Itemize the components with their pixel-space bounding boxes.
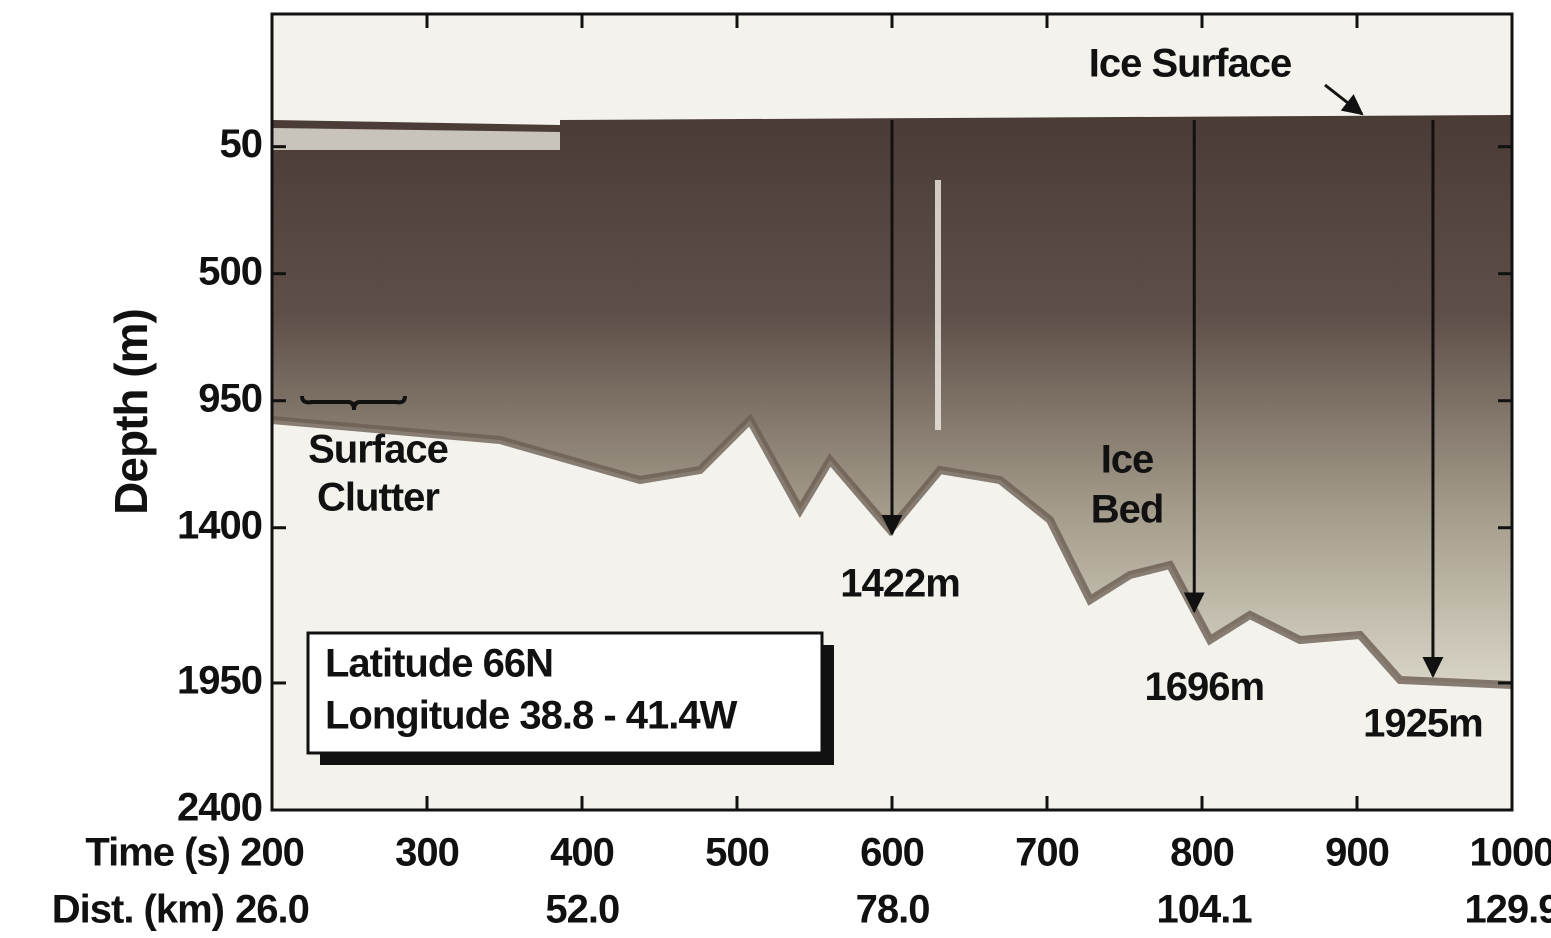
clutter-label: Clutter xyxy=(317,476,439,520)
x-axis-label: Time (s) xyxy=(85,831,230,875)
clutter-label: Surface xyxy=(308,428,448,472)
x2-tick-label: 26.0 xyxy=(235,888,309,932)
x-tick-label: 200 xyxy=(240,831,304,875)
location-text: Longitude 38.8 - 41.4W xyxy=(325,694,738,738)
location-text: Latitude 66N xyxy=(325,642,553,686)
y-tick-label: 2400 xyxy=(177,786,262,830)
figure: Ice Surface Surface Clutter Ice Bed Lati… xyxy=(0,0,1551,938)
depth-label: 1422m xyxy=(840,562,960,606)
x-tick-label: 700 xyxy=(1015,831,1079,875)
y-axis-label: Depth (m) xyxy=(105,309,157,515)
x-tick-label: 900 xyxy=(1325,831,1389,875)
ice-surface-label: Ice Surface xyxy=(1089,42,1291,86)
x2-tick-label: 78.0 xyxy=(856,888,930,932)
y-tick-label: 500 xyxy=(198,249,262,293)
x2-tick-label: 52.0 xyxy=(545,888,619,932)
bed-label: Bed xyxy=(1091,488,1164,532)
x-tick-label: 600 xyxy=(860,831,924,875)
x-tick-label: 800 xyxy=(1170,831,1234,875)
y-tick-label: 1400 xyxy=(177,503,262,547)
x2-tick-label: 129.9 xyxy=(1464,888,1551,932)
depth-label: 1925m xyxy=(1363,701,1483,745)
y-tick-label: 50 xyxy=(220,122,263,166)
x-tick-label: 1000 xyxy=(1470,831,1551,875)
bed-label: Ice xyxy=(1101,438,1154,482)
x-tick-label: 300 xyxy=(395,831,459,875)
x2-axis-label: Dist. (km) xyxy=(52,888,224,932)
x-tick-label: 500 xyxy=(705,831,769,875)
y-tick-label: 1950 xyxy=(177,659,262,703)
x2-tick-label: 104.1 xyxy=(1157,888,1253,932)
depth-label: 1696m xyxy=(1144,665,1264,709)
y-tick-label: 950 xyxy=(198,376,262,420)
x-tick-label: 400 xyxy=(550,831,614,875)
